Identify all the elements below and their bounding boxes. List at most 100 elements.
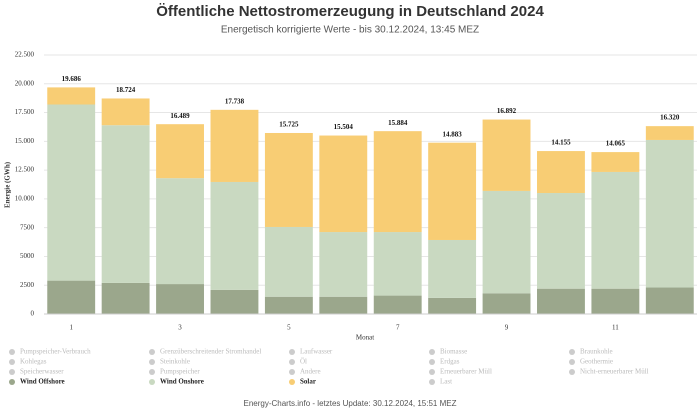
bar-segment bbox=[156, 284, 204, 314]
legend-label: Laufwasser bbox=[300, 348, 333, 356]
legend-label: Wind Offshore bbox=[20, 378, 65, 386]
bar-segment bbox=[210, 109, 259, 182]
bar-segment bbox=[47, 87, 96, 105]
legend-marker bbox=[289, 379, 295, 385]
total-label: 15.884 bbox=[388, 119, 408, 127]
bar-segment bbox=[645, 287, 694, 314]
bar-segment bbox=[428, 297, 477, 314]
total-label: 16.892 bbox=[497, 107, 517, 115]
y-tick-label: 22.500 bbox=[15, 51, 35, 59]
legend-marker bbox=[429, 359, 435, 365]
legend-marker bbox=[429, 349, 435, 355]
bar-segment bbox=[482, 293, 531, 314]
bar-segment bbox=[319, 232, 368, 297]
bar-segment bbox=[264, 226, 313, 297]
legend-label: Solar bbox=[300, 378, 316, 386]
legend-label: Andere bbox=[300, 368, 321, 376]
legend-marker bbox=[289, 349, 295, 355]
legend-label: Pumpspeicher bbox=[160, 368, 200, 376]
legend-marker bbox=[569, 359, 575, 365]
x-tick-label: 11 bbox=[612, 324, 619, 332]
x-tick-label: 3 bbox=[178, 324, 182, 332]
legend-marker bbox=[149, 359, 155, 365]
y-tick-label: 10.000 bbox=[15, 194, 35, 202]
bar-segment bbox=[264, 132, 313, 227]
total-label: 14.065 bbox=[606, 140, 626, 148]
bar-segment bbox=[101, 282, 150, 314]
legend-marker bbox=[149, 369, 155, 375]
y-tick-label: 5000 bbox=[20, 252, 35, 260]
bar-segment bbox=[591, 171, 640, 289]
legend-marker bbox=[289, 359, 295, 365]
y-axis-label: Energie (GWh) bbox=[4, 161, 12, 208]
x-axis-label: Monat bbox=[356, 334, 374, 342]
chart-title: Öffentliche Nettostromerzeugung in Deuts… bbox=[156, 3, 544, 20]
legend-label: Pumpspeicher-Verbrauch bbox=[20, 348, 91, 356]
legend-marker bbox=[9, 349, 15, 355]
bar-segment bbox=[645, 139, 694, 288]
total-label: 14.155 bbox=[551, 139, 571, 147]
legend-marker bbox=[149, 379, 155, 385]
total-label: 15.504 bbox=[334, 123, 354, 131]
bar-segment bbox=[156, 124, 204, 179]
bar-segment bbox=[591, 288, 640, 314]
bar-segment bbox=[210, 289, 259, 314]
legend-label: Erneuerbarer Müll bbox=[440, 368, 492, 376]
bar-segment bbox=[47, 280, 96, 314]
legend-label: Nicht-erneuerbarer Müll bbox=[580, 368, 649, 376]
bar-segment bbox=[537, 288, 585, 314]
legend-label: Steinkohle bbox=[160, 358, 190, 366]
legend-label: Öl bbox=[300, 358, 307, 366]
total-label: 14.883 bbox=[443, 130, 463, 138]
legend-marker bbox=[429, 369, 435, 375]
footer: Energy-Charts.info - letztes Update: 30.… bbox=[243, 399, 456, 408]
total-label: 19.686 bbox=[62, 75, 82, 83]
legend-marker bbox=[569, 349, 575, 355]
chart-subtitle: Energetisch korrigierte Werte - bis 30.1… bbox=[221, 25, 479, 36]
legend-marker bbox=[9, 379, 15, 385]
x-tick-label: 5 bbox=[287, 324, 291, 332]
bar-segment bbox=[319, 135, 368, 233]
bar-segment bbox=[264, 296, 313, 314]
bar-segment bbox=[428, 239, 477, 298]
x-tick-label: 9 bbox=[505, 324, 509, 332]
y-tick-label: 12.500 bbox=[15, 166, 35, 174]
bar-segment bbox=[101, 98, 150, 126]
bar-segment bbox=[428, 142, 477, 240]
legend-label: Speicherwasser bbox=[20, 368, 64, 376]
legend-label: Geothermie bbox=[580, 358, 613, 366]
y-tick-label: 15.000 bbox=[15, 137, 35, 145]
bar-segment bbox=[373, 131, 422, 233]
legend-marker bbox=[149, 349, 155, 355]
bar-segment bbox=[482, 190, 531, 294]
bar-segment bbox=[210, 181, 259, 290]
total-label: 18.724 bbox=[116, 86, 136, 94]
bar-segment bbox=[591, 152, 640, 172]
y-tick-label: 2500 bbox=[20, 281, 35, 289]
legend-label: Last bbox=[440, 378, 452, 386]
bar-segment bbox=[645, 126, 694, 140]
legend-label: Erdgas bbox=[440, 358, 460, 366]
legend-label: Kohlegas bbox=[20, 358, 47, 366]
bar-segment bbox=[482, 119, 531, 191]
total-label: 17.738 bbox=[225, 97, 245, 105]
bar-segment bbox=[47, 104, 96, 281]
total-label: 15.725 bbox=[279, 121, 299, 129]
x-tick-label: 7 bbox=[396, 324, 400, 332]
legend-label: Biomasse bbox=[440, 348, 467, 356]
bar-segment bbox=[101, 125, 150, 283]
y-tick-label: 17.500 bbox=[15, 108, 35, 116]
bar-segment bbox=[537, 151, 585, 194]
x-tick-label: 1 bbox=[69, 324, 73, 332]
bar-segment bbox=[373, 295, 422, 314]
y-tick-label: 0 bbox=[31, 310, 35, 318]
legend-label: Braunkohle bbox=[580, 348, 613, 356]
legend-marker bbox=[569, 369, 575, 375]
bar-segment bbox=[537, 193, 585, 289]
legend-label: Wind Onshore bbox=[160, 378, 204, 386]
y-tick-label: 20.000 bbox=[15, 79, 35, 87]
total-label: 16.320 bbox=[660, 114, 680, 122]
y-tick-label: 7500 bbox=[20, 223, 35, 231]
bar-segment bbox=[156, 178, 204, 285]
